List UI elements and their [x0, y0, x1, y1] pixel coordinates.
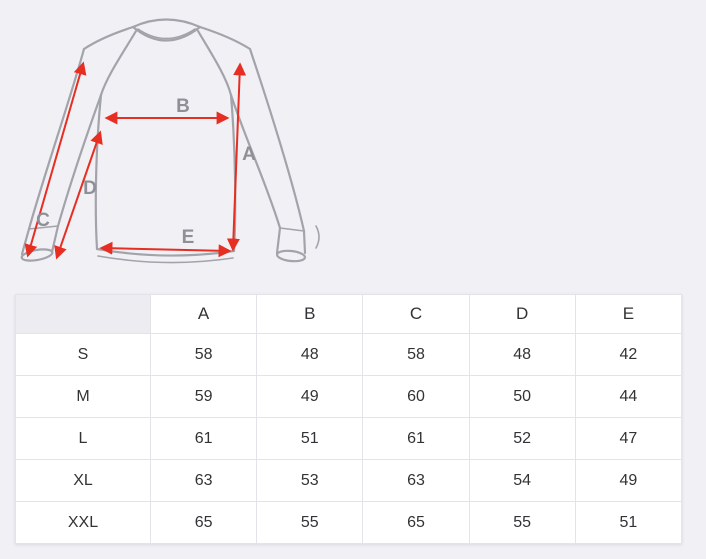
cell-xl-e: 49: [574, 459, 683, 502]
measure-label-e: E: [182, 227, 195, 248]
cell-xxl-a: 65: [149, 501, 258, 544]
cell-l-a: 61: [149, 417, 258, 460]
column-header-b: B: [256, 294, 364, 334]
measure-arrow-e-icon: [99, 241, 232, 258]
table-header-row: A B C D E: [15, 294, 683, 334]
left-raglan-seam: [99, 29, 138, 97]
corner-cell: [15, 294, 151, 334]
right-cuff-opening: [275, 249, 307, 263]
left-cuff-outer-line: [20, 227, 31, 256]
cell-s-d: 48: [468, 333, 576, 376]
neckline-outer-line: [131, 25, 202, 42]
measure-label-d: D: [83, 178, 97, 199]
measure-label-a: A: [242, 144, 256, 165]
cell-xxl-e: 51: [574, 501, 683, 544]
cell-l-b: 51: [256, 417, 364, 460]
measure-label-c: C: [36, 210, 50, 231]
size-label-m: M: [15, 375, 151, 418]
cell-m-b: 49: [256, 375, 364, 418]
measurement-arrows: [24, 61, 247, 260]
cell-l-e: 47: [574, 417, 683, 460]
size-label-s: S: [15, 333, 151, 376]
column-header-c: C: [362, 294, 470, 334]
right-cuff-seam-line: [279, 227, 305, 232]
measure-arrow-d-icon: [54, 130, 103, 260]
measurement-labels: B A C D E: [36, 96, 256, 248]
size-label-xl: XL: [15, 459, 151, 502]
cell-xxl-b: 55: [256, 501, 364, 544]
right-raglan-seam: [196, 29, 233, 97]
cell-l-c: 61: [362, 417, 470, 460]
body-left-line: [94, 93, 103, 251]
cell-xl-b: 53: [256, 459, 364, 502]
size-label-xxl: XXL: [15, 501, 151, 544]
cell-s-c: 58: [362, 333, 470, 376]
hem-band-line: [97, 255, 234, 264]
table-row-s: S 58 48 58 48 42: [15, 333, 683, 376]
measure-label-b: B: [176, 96, 190, 117]
size-chart-table: A B C D E S 58 48 58 48 42 M 59 49 60 50: [15, 294, 683, 544]
table-row-xxl: XXL 65 55 65 55 51: [15, 501, 683, 544]
cell-xl-c: 63: [362, 459, 470, 502]
column-header-e: E: [574, 294, 683, 334]
right-shoulder-line: [198, 25, 252, 51]
neckline-inner-line: [137, 28, 196, 40]
cell-m-e: 44: [574, 375, 683, 418]
size-label-l: L: [15, 417, 151, 460]
right-cuff-outer-line: [302, 229, 307, 255]
left-shoulder-line: [82, 25, 135, 51]
cell-s-b: 48: [256, 333, 364, 376]
left-cuff-opening: [20, 248, 54, 262]
cell-l-d: 52: [468, 417, 576, 460]
table-row-l: L 61 51 61 52 47: [15, 417, 683, 460]
cell-xxl-c: 65: [362, 501, 470, 544]
right-cuff-accent-arc: [315, 225, 320, 249]
right-cuff-inner-line: [275, 226, 282, 255]
shirt-outline-icon: [20, 18, 320, 264]
table-row-xl: XL 63 53 63 54 49: [15, 459, 683, 502]
cell-xl-a: 63: [149, 459, 258, 502]
measure-arrow-a-icon: [226, 62, 247, 252]
cell-xl-d: 54: [468, 459, 576, 502]
column-header-d: D: [468, 294, 576, 334]
shirt-measurement-diagram: B A C D E: [20, 18, 320, 264]
column-header-a: A: [149, 294, 258, 334]
left-cuff-inner-line: [50, 224, 60, 254]
right-sleeve-outer-line: [248, 47, 306, 233]
cell-xxl-d: 55: [468, 501, 576, 544]
collar-top-line: [131, 18, 202, 29]
table-row-m: M 59 49 60 50 44: [15, 375, 683, 418]
cell-m-c: 60: [362, 375, 470, 418]
cell-s-e: 42: [574, 333, 683, 376]
cell-m-a: 59: [149, 375, 258, 418]
cell-m-d: 50: [468, 375, 576, 418]
cell-s-a: 58: [149, 333, 258, 376]
